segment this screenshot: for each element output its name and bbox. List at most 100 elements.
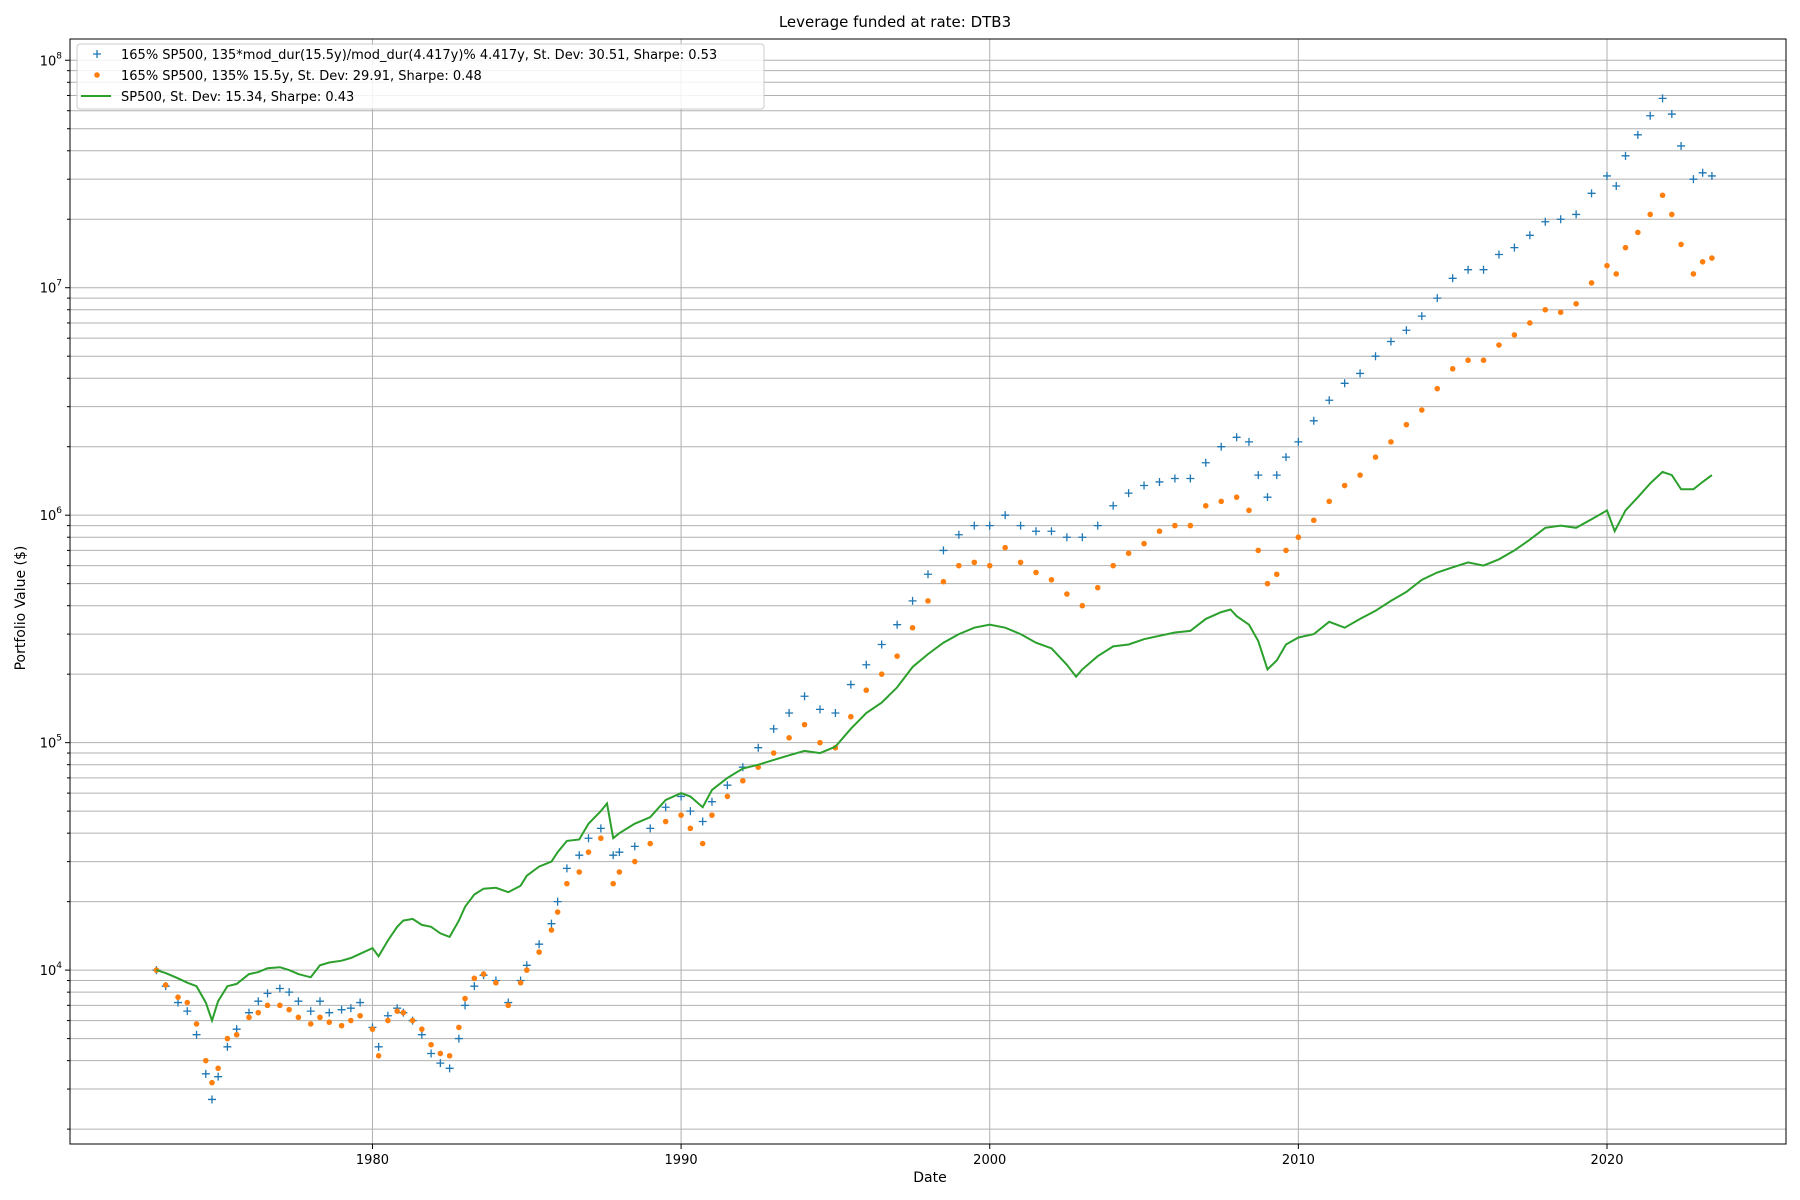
plus-marker bbox=[1325, 396, 1334, 405]
plus-marker bbox=[1587, 189, 1596, 198]
plot-frame bbox=[69, 38, 1787, 1145]
plus-marker bbox=[207, 1095, 216, 1104]
plus-marker bbox=[1016, 521, 1025, 530]
dot-marker bbox=[1403, 421, 1410, 428]
plus-marker bbox=[1602, 171, 1611, 180]
plus-marker bbox=[1217, 442, 1226, 451]
plus-marker bbox=[315, 997, 324, 1006]
dot-marker bbox=[576, 869, 583, 875]
plus-marker bbox=[575, 851, 584, 860]
legend-dot-marker bbox=[94, 72, 100, 78]
dot-marker bbox=[1419, 407, 1425, 413]
dot-marker bbox=[956, 562, 962, 569]
dot-marker bbox=[1388, 439, 1394, 445]
dot-marker bbox=[1264, 580, 1271, 587]
dot-marker bbox=[394, 1008, 400, 1014]
y-tick-label: 106 bbox=[40, 506, 63, 524]
dot-marker bbox=[940, 578, 947, 585]
dot-marker bbox=[1372, 454, 1379, 460]
plus-marker bbox=[214, 1072, 223, 1081]
plus-marker bbox=[547, 919, 556, 928]
dot-marker bbox=[894, 653, 900, 659]
plus-marker bbox=[1263, 493, 1272, 502]
plus-marker bbox=[1633, 130, 1642, 139]
dot-marker bbox=[1604, 262, 1610, 269]
plus-marker bbox=[686, 807, 695, 816]
dot-marker bbox=[1573, 300, 1579, 307]
plus-marker bbox=[183, 1007, 192, 1016]
plus-marker bbox=[461, 1001, 470, 1010]
dot-marker bbox=[1246, 507, 1252, 514]
plus-marker bbox=[924, 570, 932, 579]
plus-marker bbox=[1525, 231, 1534, 240]
dot-marker bbox=[564, 880, 570, 887]
plus-marker bbox=[893, 620, 902, 629]
dot-marker bbox=[409, 1017, 416, 1024]
dot-marker bbox=[1622, 244, 1629, 251]
plus-marker bbox=[846, 680, 855, 689]
dot-marker bbox=[1110, 562, 1116, 569]
dot-marker bbox=[647, 840, 654, 847]
plus-marker bbox=[1356, 369, 1365, 378]
plus-marker bbox=[954, 530, 963, 539]
dot-marker bbox=[1141, 540, 1147, 547]
dot-marker bbox=[770, 750, 777, 756]
plus-marker bbox=[306, 1007, 315, 1016]
plus-marker bbox=[970, 521, 979, 530]
plus-marker bbox=[1612, 182, 1621, 191]
plus-marker bbox=[908, 596, 917, 605]
dot-marker bbox=[246, 1014, 252, 1021]
plus-marker bbox=[630, 842, 639, 851]
plus-marker bbox=[1556, 215, 1565, 224]
dot-marker bbox=[1613, 271, 1620, 277]
dot-marker bbox=[1341, 482, 1348, 489]
plus-marker bbox=[1232, 433, 1241, 442]
plus-marker bbox=[785, 708, 794, 717]
dot-marker bbox=[428, 1041, 434, 1048]
legend-box bbox=[76, 43, 765, 110]
dot-marker bbox=[1033, 569, 1039, 576]
dot-marker bbox=[1635, 229, 1641, 236]
dot-marker bbox=[740, 777, 746, 784]
dot-marker bbox=[878, 671, 885, 677]
dot-marker bbox=[724, 793, 731, 800]
plus-marker bbox=[1667, 110, 1676, 119]
plus-marker bbox=[201, 1069, 210, 1078]
plus-marker bbox=[470, 982, 479, 991]
dot-marker bbox=[255, 1009, 262, 1016]
plus-marker bbox=[254, 997, 263, 1006]
dot-marker bbox=[631, 858, 638, 865]
series-2 bbox=[153, 192, 1715, 1086]
plus-marker bbox=[454, 1034, 463, 1043]
legend-plus-marker bbox=[93, 50, 101, 58]
dot-marker bbox=[610, 880, 616, 887]
plus-marker bbox=[985, 521, 994, 530]
plus-marker bbox=[862, 660, 871, 669]
plus-marker bbox=[1244, 437, 1253, 446]
dot-marker bbox=[505, 1002, 512, 1009]
plus-marker bbox=[1093, 521, 1102, 530]
dot-marker bbox=[848, 713, 854, 720]
dot-marker bbox=[437, 1050, 444, 1057]
dot-marker bbox=[1326, 498, 1333, 505]
chart-title: Leverage funded at rate: DTB3 bbox=[779, 13, 1011, 31]
dot-marker bbox=[1310, 517, 1317, 524]
dot-marker bbox=[1690, 271, 1697, 277]
plus-marker bbox=[1254, 471, 1263, 480]
plus-marker bbox=[1170, 474, 1179, 483]
series-3 bbox=[156, 470, 1713, 1024]
dot-marker bbox=[338, 1022, 345, 1029]
dot-marker bbox=[1480, 357, 1487, 364]
dot-marker bbox=[925, 598, 931, 604]
plus-marker bbox=[723, 781, 732, 790]
plus-marker bbox=[1448, 274, 1457, 283]
x-axis-label: Date bbox=[913, 1170, 946, 1186]
plus-marker bbox=[1186, 474, 1195, 483]
plus-marker bbox=[1047, 527, 1056, 536]
plus-marker bbox=[1140, 481, 1149, 490]
dot-marker bbox=[1295, 534, 1302, 541]
dot-marker bbox=[375, 1053, 382, 1059]
dot-marker bbox=[357, 1012, 363, 1019]
dot-marker bbox=[400, 1009, 407, 1016]
